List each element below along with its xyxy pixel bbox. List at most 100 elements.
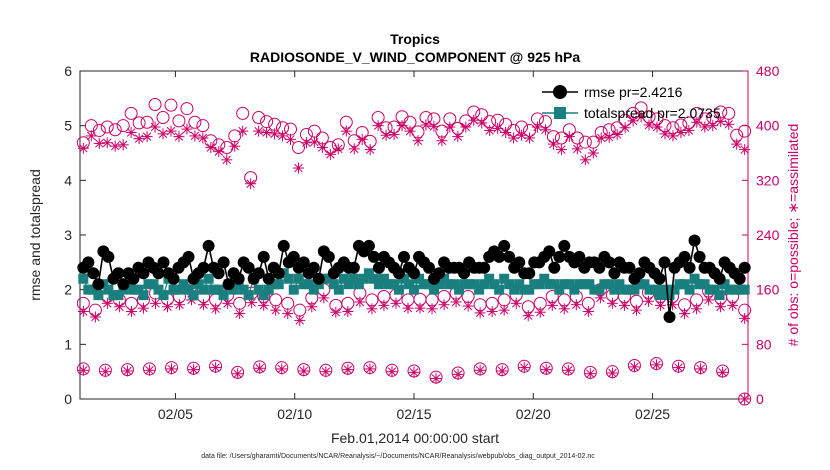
obs-assimilated-marker [340,125,352,137]
rmse-point [688,234,701,247]
obs-assimilated-marker [308,136,320,148]
rmse-point [423,261,436,274]
totalspread-point [138,290,149,301]
obs-assimilated-marker [587,147,599,159]
obs-assimilated-marker [603,131,615,143]
y-tick-label-left: 3 [64,227,72,243]
obs-assimilated-marker [691,116,703,128]
obs-assimilated-marker [570,299,582,311]
obs-possible-marker [236,106,250,120]
obs-assimilated-marker [496,365,508,377]
totalspread-point [83,284,94,295]
totalspread-point [639,279,650,290]
x-axis-label: Feb.01,2014 00:00:00 start [331,430,499,446]
rmse-point [277,239,290,252]
obs-assimilated-marker [450,296,462,308]
totalspread-point [108,290,119,301]
obs-assimilated-marker [500,127,512,138]
obs-assimilated-marker [294,314,306,326]
obs-assimilated-marker [298,365,310,377]
obs-assimilated-marker [282,308,294,320]
rmse-point [347,261,360,274]
y-tick-label-left: 0 [64,391,72,407]
rmse-point [242,261,255,274]
totalspread-point [469,279,480,290]
obs-assimilated-marker [332,143,344,155]
totalspread-point [273,279,284,290]
y-tick-label-right: 480 [756,63,780,79]
totalspread-point [439,273,450,284]
rmse-point [157,256,170,269]
totalspread-point [464,279,475,290]
obs-possible-marker [164,98,178,112]
obs-assimilated-marker [205,142,217,154]
totalspread-point [524,284,535,295]
obs-assimilated-marker [739,312,751,324]
totalspread-point [253,284,264,295]
rmse-point [82,256,95,269]
rmse-point [272,267,285,280]
obs-assimilated-marker [269,128,281,140]
rmse-point [137,267,150,280]
rmse-point [202,239,215,252]
totalspread-point [378,273,389,284]
obs-assimilated-marker [101,297,113,309]
obs-assimilated-marker [277,130,289,142]
totalspread-point [689,273,700,284]
obs-assimilated-marker [133,133,145,145]
rmse-point [408,267,420,280]
obs-assimilated-marker [611,129,623,141]
rmse-point [513,256,526,269]
totalspread-point [664,290,675,301]
totalspread-point [93,290,104,301]
obs-possible-marker [180,102,194,116]
totalspread-point [534,279,545,290]
obs-assimilated-marker [89,311,101,323]
obs-assimilated-marker [571,143,583,155]
obs-assimilated-marker [739,144,751,156]
obs-assimilated-marker [165,125,177,137]
obs-assimilated-marker [436,135,448,147]
obs-assimilated-marker [650,359,662,371]
obs-possible-marker [578,135,592,149]
obs-assimilated-marker [707,120,719,132]
totalspread-point [479,279,490,290]
totalspread-point [348,273,359,284]
obs-assimilated-marker [675,127,687,138]
obs-assimilated-marker [396,120,408,132]
rmse-point [558,239,571,252]
obs-assimilated-marker [498,304,510,316]
y-tick-label-right: 400 [756,118,780,134]
obs-possible-marker [108,123,122,137]
obs-assimilated-marker [642,295,654,307]
totalspread-point [213,284,224,295]
series-obs-assimilated-00z-06z-18z- [77,111,751,190]
totalspread-point [634,279,645,290]
obs-assimilated-marker [723,118,735,130]
rmse-point [658,256,671,269]
legend-spread-marker [554,107,566,119]
obs-assimilated-marker [619,122,631,134]
obs-assimilated-marker [210,362,222,374]
obs-assimilated-marker [254,362,266,374]
legend-rmse-label: rmse pr=2.4216 [584,84,683,100]
obs-assimilated-marker [531,121,543,133]
obs-assimilated-marker [386,366,398,378]
rmse-point [232,272,245,285]
x-tick-label: 02/20 [516,406,551,422]
obs-possible-marker [116,119,130,133]
totalspread-point [383,279,394,290]
obs-assimilated-marker [229,140,241,152]
obs-assimilated-marker [408,366,420,378]
obs-assimilated-marker [492,122,504,134]
rmse-point [548,261,561,274]
totalspread-point [403,279,414,290]
obs-assimilated-marker [474,364,486,376]
obs-assimilated-marker [584,368,596,380]
plot-frame [79,70,749,400]
totalspread-point [704,284,715,295]
rmse-point [397,250,410,263]
series-obs-possible-sparse- [76,356,752,406]
totalspread-point [103,284,114,295]
